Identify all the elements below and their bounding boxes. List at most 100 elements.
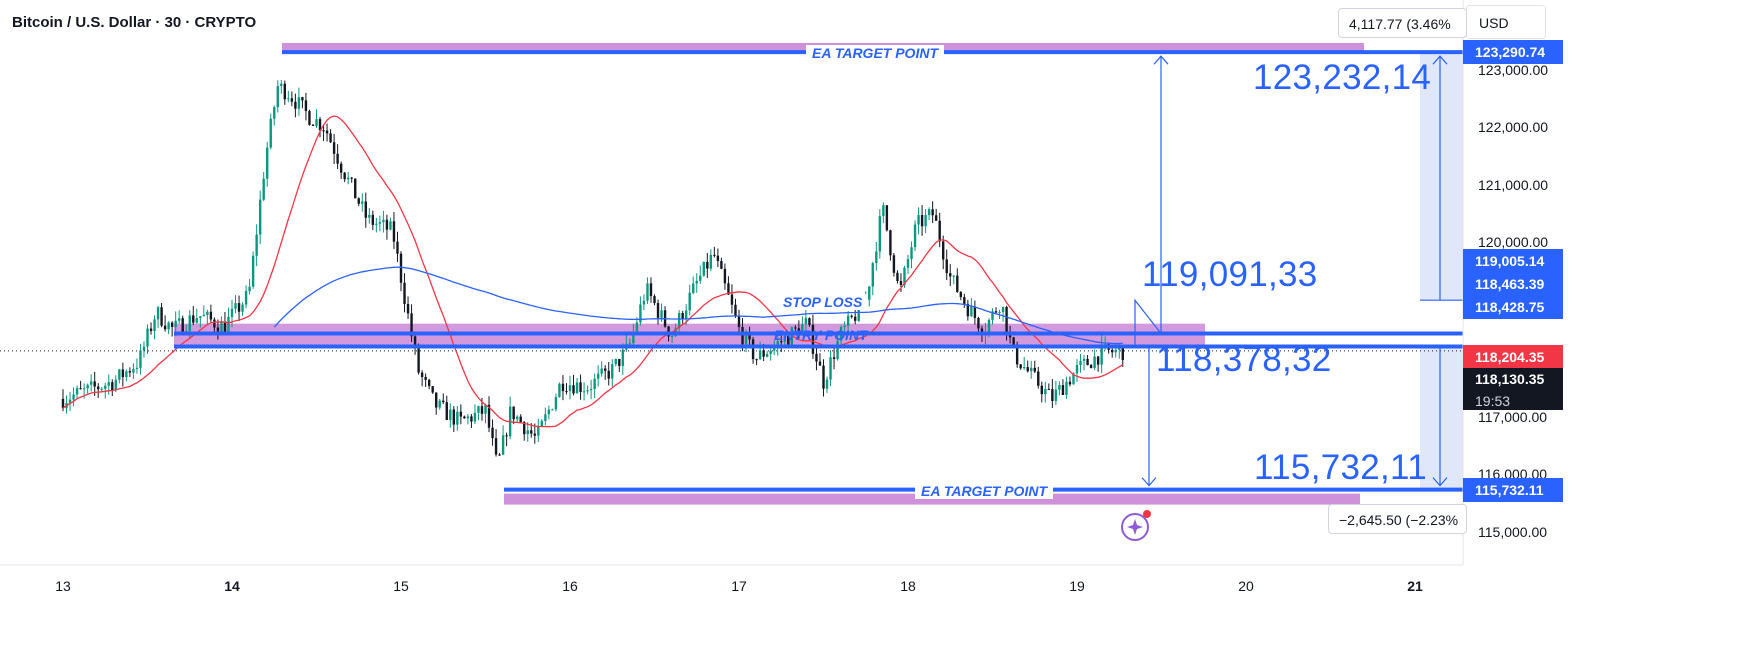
candle-body: [575, 382, 579, 394]
candle-body: [170, 322, 174, 327]
candle-body: [1012, 337, 1015, 346]
candle-body: [998, 312, 1001, 314]
candle-body: [667, 326, 670, 337]
candle-body: [100, 388, 103, 390]
candle-body: [896, 272, 899, 282]
candle-body: [343, 172, 346, 180]
moving-averages-layer: [62, 115, 1124, 428]
candle-body: [586, 390, 589, 392]
candle-body: [808, 318, 811, 325]
candle-body: [223, 321, 227, 332]
price-tag-ma[interactable]: 118,204.35: [1463, 345, 1563, 369]
candle-body: [258, 199, 262, 235]
candle-body: [177, 318, 181, 321]
candle-body: [973, 306, 977, 318]
candle-body: [473, 412, 477, 422]
candle-body: [815, 353, 818, 362]
candles-layer: [61, 79, 1124, 457]
time-tick: 17: [731, 578, 747, 594]
candle-body: [1005, 306, 1008, 333]
price-tick: 122,000.00: [1478, 119, 1549, 135]
candle-body: [593, 378, 596, 389]
candle-body: [484, 404, 487, 414]
candle-body: [713, 254, 716, 256]
price-tag-target-upper[interactable]: 123,290.74: [1463, 40, 1563, 64]
candle-body: [346, 177, 350, 180]
time-tick: 14: [224, 578, 240, 594]
candle-body: [477, 406, 480, 413]
candle-body: [741, 327, 744, 345]
time-tick: 19: [1069, 578, 1085, 594]
price-axis-panel: [1463, 0, 1763, 648]
candle-body: [709, 254, 713, 269]
price-tag-last[interactable]: 118,130.35 19:53: [1463, 368, 1563, 410]
candle-body: [111, 382, 114, 391]
candle-body: [438, 400, 441, 408]
candle-body: [329, 133, 332, 143]
candle-body: [142, 346, 146, 351]
candle-body: [1058, 385, 1061, 390]
candle-body: [266, 147, 269, 179]
candle-body: [427, 379, 431, 387]
candle-body: [403, 282, 406, 304]
candle-body: [913, 224, 917, 248]
candle-body: [456, 411, 459, 425]
candle-body: [230, 308, 234, 317]
candle-body: [431, 386, 434, 393]
candle-body: [1072, 373, 1075, 385]
candle-body: [871, 263, 874, 287]
candle-body: [1100, 344, 1103, 365]
candle-body: [934, 215, 938, 221]
price-tag[interactable]: 119,005.14: [1463, 249, 1563, 273]
candle-body: [1054, 389, 1058, 401]
stop-value: 119,091,33: [1142, 255, 1318, 294]
candle-body: [463, 416, 466, 419]
entry-line-label: ENTRY POINT: [774, 327, 868, 343]
candle-body: [480, 406, 484, 414]
candle-body: [413, 336, 417, 348]
sparkle-logo-icon[interactable]: [1117, 505, 1157, 545]
candle-body: [875, 251, 878, 264]
candle-body: [487, 404, 491, 428]
candle-body: [206, 311, 209, 316]
candle-body: [931, 209, 934, 216]
candle-body: [794, 327, 797, 329]
candle-body: [677, 313, 681, 329]
time-tick: 20: [1238, 578, 1254, 594]
price-tag[interactable]: 118,428.75: [1463, 295, 1563, 319]
arrow-head-down: [1141, 477, 1157, 487]
candle-body: [385, 219, 389, 230]
symbol-title[interactable]: Bitcoin / U.S. Dollar · 30 · CRYPTO: [12, 14, 257, 31]
candle-body: [1026, 367, 1029, 372]
candle-body: [653, 296, 656, 304]
price-tick: 121,000.00: [1478, 177, 1549, 193]
candle-body: [846, 315, 850, 326]
price-tick: 123,000.00: [1478, 62, 1549, 78]
candle-body: [755, 359, 758, 361]
candle-body: [744, 332, 748, 345]
price-tick: 120,000.00: [1478, 234, 1549, 250]
price-tag[interactable]: 118,463.39: [1463, 272, 1563, 296]
candle-body: [315, 119, 318, 126]
candle-body: [287, 98, 290, 100]
price-tag-target-lower[interactable]: 115,732.11: [1463, 478, 1563, 502]
candle-body: [540, 420, 544, 427]
candle-body: [660, 310, 663, 318]
candle-body: [121, 369, 125, 378]
candle-body: [762, 350, 765, 357]
candle-body: [515, 416, 519, 420]
candle-body: [339, 163, 343, 173]
currency-selector[interactable]: USD: [1466, 5, 1546, 39]
candle-body: [220, 321, 223, 333]
candle-body: [822, 365, 825, 389]
candle-body: [442, 400, 445, 403]
target-zone-lower: [504, 493, 1360, 505]
candle-body: [853, 316, 857, 321]
candle-body: [354, 178, 357, 199]
candle-body: [917, 215, 920, 225]
candle-body: [582, 391, 586, 393]
candle-body: [459, 411, 463, 417]
candle-body: [554, 397, 558, 410]
